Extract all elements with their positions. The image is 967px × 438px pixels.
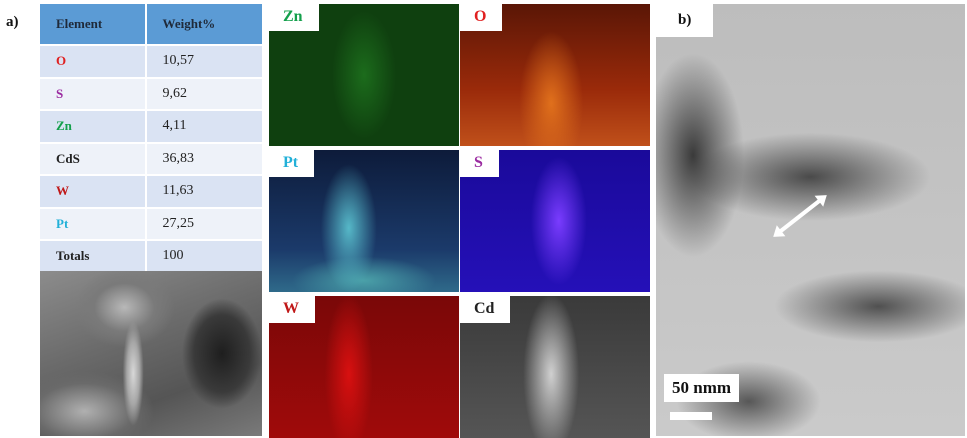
table-row: Totals 100 bbox=[40, 239, 262, 272]
row-element-o: O bbox=[40, 44, 147, 78]
row-element-totals: Totals bbox=[40, 239, 147, 272]
sem-image bbox=[40, 271, 262, 436]
header-weight: Weight% bbox=[145, 4, 262, 45]
map-label-pt: Pt bbox=[269, 150, 315, 177]
map-cd: Cd bbox=[460, 296, 650, 438]
map-label-zn: Zn bbox=[269, 4, 319, 31]
map-w: W bbox=[269, 296, 459, 438]
row-value-zn: 4,11 bbox=[145, 109, 262, 143]
row-element-cds: CdS bbox=[40, 141, 147, 175]
map-zn: Zn bbox=[269, 4, 459, 146]
table-row: O 10,57 bbox=[40, 44, 262, 78]
map-label-s: S bbox=[460, 150, 499, 177]
map-o: O bbox=[460, 4, 650, 146]
table-row: Pt 27,25 bbox=[40, 206, 262, 240]
header-element: Element bbox=[40, 4, 147, 45]
table-row: CdS 36,83 bbox=[40, 141, 262, 175]
row-element-w: W bbox=[40, 174, 147, 208]
panel-b-label: b) bbox=[656, 4, 714, 37]
scale-bar bbox=[670, 412, 712, 420]
row-element-zn: Zn bbox=[40, 109, 147, 143]
row-value-totals: 100 bbox=[145, 239, 262, 272]
map-s: S bbox=[460, 150, 650, 292]
row-element-s: S bbox=[40, 76, 147, 110]
table-row: Zn 4,11 bbox=[40, 109, 262, 143]
map-label-cd: Cd bbox=[460, 296, 511, 323]
panel-a-label: a) bbox=[6, 14, 19, 30]
map-label-w: W bbox=[269, 296, 315, 323]
row-value-w: 11,63 bbox=[145, 174, 262, 208]
row-element-pt: Pt bbox=[40, 206, 147, 240]
row-value-pt: 27,25 bbox=[145, 206, 262, 240]
tem-image: b) 50 nmm bbox=[656, 4, 965, 436]
element-weight-table: Element Weight% O 10,57 S 9,62 Zn 4,11 C… bbox=[40, 4, 262, 272]
row-value-cds: 36,83 bbox=[145, 141, 262, 175]
table-row: S 9,62 bbox=[40, 76, 262, 110]
row-value-o: 10,57 bbox=[145, 44, 262, 78]
map-pt: Pt bbox=[269, 150, 459, 292]
row-value-s: 9,62 bbox=[145, 76, 262, 110]
table-row: W 11,63 bbox=[40, 174, 262, 208]
double-arrow-icon bbox=[778, 198, 822, 234]
map-label-o: O bbox=[460, 4, 503, 31]
scale-bar-label: 50 nmm bbox=[664, 374, 740, 402]
